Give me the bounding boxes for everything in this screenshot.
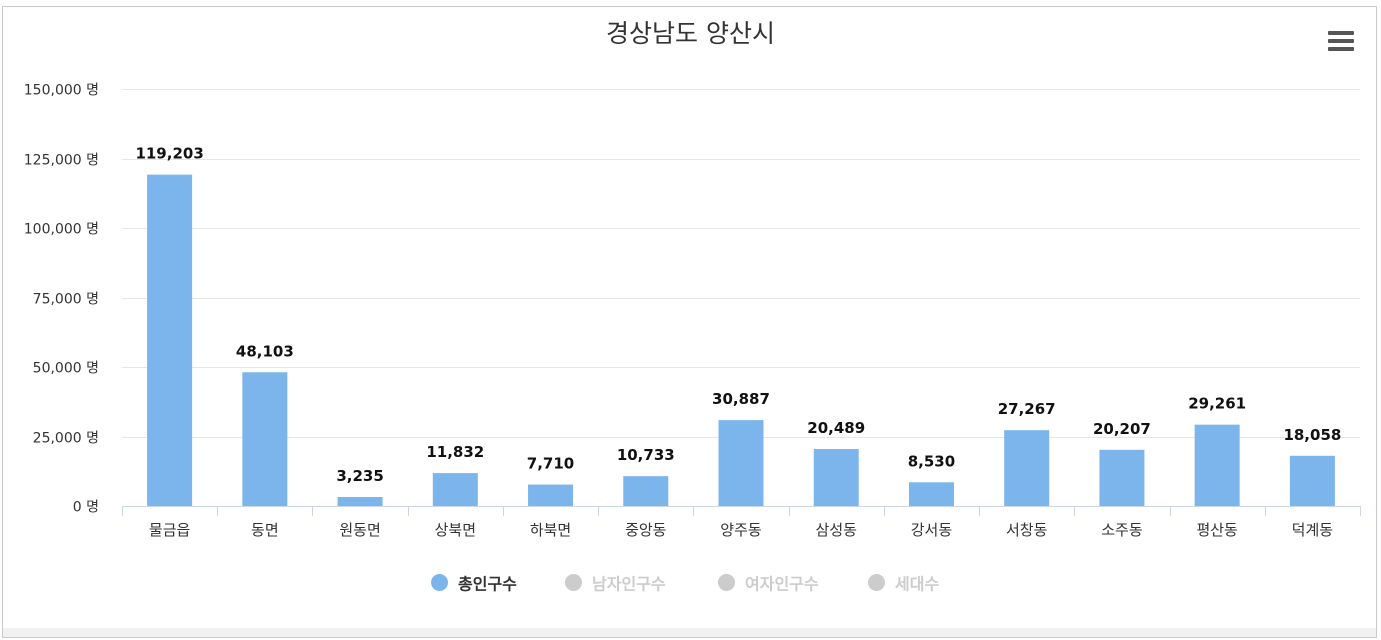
y-tick-label: 150,000 명 [24,83,99,99]
bar[interactable] [718,420,764,506]
data-label: 7,710 [527,455,574,473]
bar[interactable] [813,449,859,506]
data-label: 18,058 [1283,426,1341,444]
bar[interactable] [1194,424,1240,506]
x-tick-label: 덕계동 [1292,521,1334,539]
x-tick-label: 서창동 [1006,521,1048,539]
legend: 총인구수 남자인구수 여자인구수 세대수 [0,570,1381,598]
gridlines [122,89,1360,438]
y-tick-label: 75,000 명 [33,292,99,308]
y-tick-label: 50,000 명 [33,361,99,377]
legend-marker-icon [868,574,885,591]
legend-item[interactable]: 세대수 [868,570,939,598]
bar[interactable] [528,484,574,506]
legend-label: 총인구수 [458,574,517,594]
bar[interactable] [623,476,669,506]
x-tick-label: 상북면 [435,521,476,539]
legend-item[interactable]: 여자인구수 [718,570,819,598]
x-tick-label: 강서동 [911,521,953,539]
data-label: 30,887 [712,390,770,408]
y-tick-label: 125,000 명 [24,153,99,169]
legend-label: 여자인구수 [745,574,819,594]
data-label: 3,235 [336,467,383,485]
y-tick-label: 100,000 명 [24,222,99,238]
legend-item[interactable]: 남자인구수 [565,570,666,598]
bars [147,174,1335,506]
x-tick-label: 물금읍 [149,521,190,539]
x-tick-label: 양주동 [720,521,762,539]
bottom-strip [3,628,1376,637]
legend-marker-icon [431,574,448,591]
y-tick-label: 0 명 [73,500,99,516]
x-tick-label: 평산동 [1196,521,1238,539]
data-label: 11,832 [426,443,484,461]
bar-chart: 0 명 25,000 명 50,000 명 75,000 명 100,000 명 125,… [24,83,1361,539]
bar[interactable] [1004,430,1050,506]
data-label: 8,530 [908,452,955,470]
x-tick-label: 동면 [251,521,279,539]
y-tick-label: 25,000 명 [33,431,99,447]
chart-title: 경상남도 양산시 [606,19,775,48]
data-label: 20,489 [807,419,865,437]
data-label: 48,103 [236,342,294,360]
bar[interactable] [1289,455,1335,506]
hamburger-menu-icon[interactable] [1327,28,1355,54]
bar[interactable] [432,473,478,506]
data-labels: 119,203 48,103 3,235 11,832 7,710 10,733 30,88… [135,145,1341,485]
bar[interactable] [1099,449,1145,506]
data-label: 20,207 [1093,420,1151,438]
bar[interactable] [242,372,288,506]
legend-marker-icon [565,574,582,591]
bar[interactable] [337,497,383,506]
data-label: 27,267 [998,400,1056,418]
chart-container [2,6,1377,638]
x-tick-label: 중앙동 [625,521,667,539]
x-tick-label: 원동면 [339,521,380,539]
data-label: 10,733 [617,446,675,464]
data-label: 119,203 [135,145,203,163]
legend-marker-icon [718,574,735,591]
x-tick-label: 하북면 [530,521,571,539]
bar[interactable] [908,482,954,506]
data-label: 29,261 [1188,395,1246,413]
legend-label: 남자인구수 [592,574,666,594]
x-tick-label: 삼성동 [816,521,858,539]
legend-item[interactable]: 총인구수 [431,570,517,598]
bar[interactable] [147,174,193,506]
axes: 0 명 25,000 명 50,000 명 75,000 명 100,000 명 125,… [24,83,1361,539]
x-tick-label: 소주동 [1101,521,1143,539]
legend-label: 세대수 [895,574,940,594]
